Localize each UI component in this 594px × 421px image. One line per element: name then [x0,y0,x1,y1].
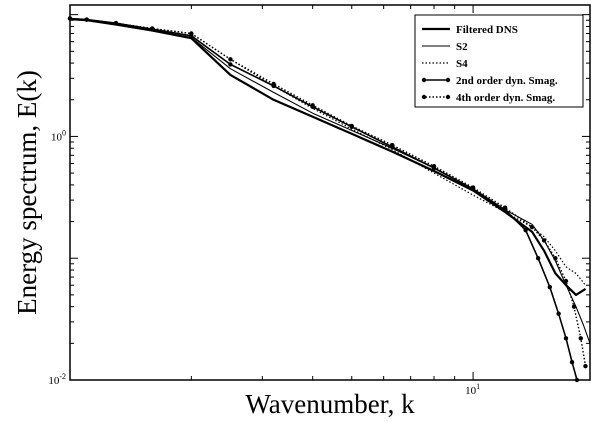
legend-label-5: 4th order dyn. Smag. [456,92,555,104]
series-5-point [553,256,558,261]
legend-marker [445,94,451,100]
legend-marker [421,94,427,100]
series-5-point [150,26,155,31]
series-5-point [84,17,89,22]
y-tick-label: 100 [51,128,66,143]
legend-marker [445,77,451,83]
x-axis-label: Wavenumber, k [245,389,415,419]
legend-label-1: Filtered DNS [456,24,518,36]
series-4-point [523,227,528,233]
series-4-point [569,360,575,365]
series-4-point [228,62,233,67]
series-layer [67,16,591,383]
series-5-point [349,123,354,129]
x-tick-label: 101 [465,382,480,397]
legend-label-2: S2 [456,41,468,53]
series-4-point [535,256,541,261]
series-5-point [529,224,535,230]
series-5-point [470,185,476,190]
series-5-point [431,163,437,169]
legend-box [414,14,584,108]
series-5-point [390,142,395,148]
series-4-point [563,336,569,341]
y-tick-label: 10-2 [48,372,66,387]
series-5-point [228,57,233,62]
series-line-5 [69,17,587,367]
legend-marker [421,77,427,83]
series-5-point [67,16,73,21]
series-5-point [271,81,276,87]
series-5-point [578,336,583,341]
series-4-point [574,377,580,383]
series-5-point [563,278,569,284]
series-5-point [310,103,315,108]
plot-frame [69,4,591,381]
series-5-point [113,21,119,26]
series-4-point [556,311,561,316]
series-5-point [583,363,588,369]
series-4-point [547,284,553,290]
plot-border [69,4,591,381]
legend: Filtered DNS S2 S4 2nd order dyn. Smag. 4th … [414,14,584,108]
series-5-point [571,304,577,309]
axis-ticks: 101 100 10-2 [48,5,590,397]
y-axis-label: Energy spectrum, E(k) [12,70,42,315]
legend-label-4: 2nd order dyn. Smag. [456,75,558,87]
series-5-point [502,205,508,210]
series-line-3 [69,17,586,286]
series-5-point [189,31,194,36]
series-line-4 [69,17,578,381]
series-5-point [541,238,547,243]
legend-label-3: S4 [456,58,468,70]
